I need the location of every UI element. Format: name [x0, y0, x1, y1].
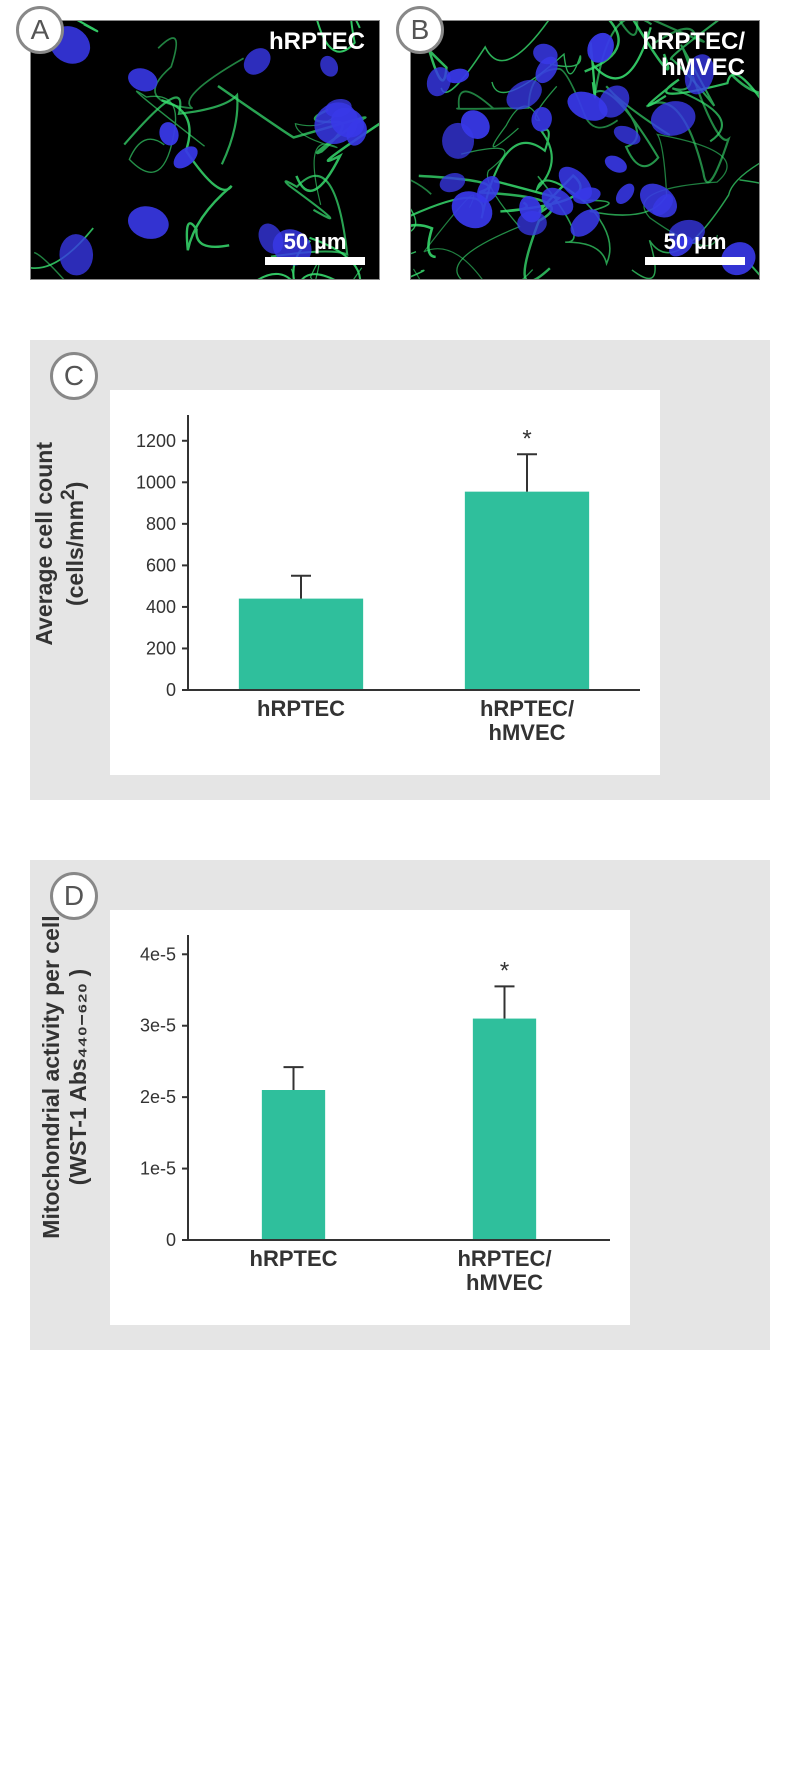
panel-badge-d: D	[50, 872, 98, 920]
svg-text:1200: 1200	[136, 431, 176, 451]
svg-text:3e-5: 3e-5	[140, 1016, 176, 1036]
chart-panel-c: C Average cell count(cells/mm2) 0 200 400 6…	[30, 340, 770, 800]
svg-text:1e-5: 1e-5	[140, 1159, 176, 1179]
microscopy-row: A hRPTEC 50 µm B hRPTEC/ hMVEC 50 µm	[30, 20, 770, 280]
scale-bar-line-a	[265, 257, 365, 265]
bar-chart-c: 0 200 400 600 800 1000 1200 hRPTEC * hRPTEC/hMVEC	[110, 390, 660, 770]
svg-text:200: 200	[146, 638, 176, 658]
microscopy-panel-a: A hRPTEC 50 µm	[30, 20, 380, 280]
svg-text:hMVEC: hMVEC	[466, 1270, 543, 1295]
scale-bar-a: 50 µm	[265, 229, 365, 265]
svg-text:1000: 1000	[136, 472, 176, 492]
svg-text:0: 0	[166, 1230, 176, 1250]
svg-text:*: *	[522, 425, 531, 452]
chart-panel-d: D Mitochondrial activity per cell(WST-1 …	[30, 860, 770, 1350]
ylabel-d: Mitochondrial activity per cell(WST-1 Ab…	[38, 887, 92, 1267]
panel-badge-a: A	[16, 6, 64, 54]
scale-text-a: 50 µm	[265, 229, 365, 255]
chart-area-c: 0 200 400 600 800 1000 1200 hRPTEC * hRPTEC/hMVEC	[110, 390, 660, 775]
svg-text:2e-5: 2e-5	[140, 1087, 176, 1107]
microscopy-label-a: hRPTEC	[269, 29, 365, 55]
figure-container: A hRPTEC 50 µm B hRPTEC/ hMVEC 50 µm C A…	[0, 0, 800, 1380]
svg-text:hRPTEC/: hRPTEC/	[480, 696, 574, 721]
svg-text:hRPTEC: hRPTEC	[250, 1246, 338, 1271]
panel-badge-b: B	[396, 6, 444, 54]
scale-bar-line-b	[645, 257, 745, 265]
svg-text:400: 400	[146, 597, 176, 617]
microscopy-label-b: hRPTEC/ hMVEC	[642, 29, 745, 82]
svg-text:hMVEC: hMVEC	[489, 720, 566, 745]
scale-text-b: 50 µm	[645, 229, 745, 255]
scale-bar-b: 50 µm	[645, 229, 745, 265]
chart-area-d: 0 1e-5 2e-5 3e-5 4e-5 hRPTEC * hRPTEC/hMVEC	[110, 910, 630, 1325]
svg-text:4e-5: 4e-5	[140, 944, 176, 964]
svg-text:hRPTEC/: hRPTEC/	[457, 1246, 551, 1271]
microscopy-panel-b: B hRPTEC/ hMVEC 50 µm	[410, 20, 760, 280]
panel-badge-c: C	[50, 352, 98, 400]
svg-text:0: 0	[166, 680, 176, 700]
svg-text:hRPTEC: hRPTEC	[257, 696, 345, 721]
svg-text:600: 600	[146, 555, 176, 575]
svg-text:*: *	[500, 957, 509, 984]
ylabel-c: Average cell count(cells/mm2)	[31, 384, 89, 704]
bar-chart-d: 0 1e-5 2e-5 3e-5 4e-5 hRPTEC * hRPTEC/hMVEC	[110, 910, 630, 1320]
svg-text:800: 800	[146, 514, 176, 534]
